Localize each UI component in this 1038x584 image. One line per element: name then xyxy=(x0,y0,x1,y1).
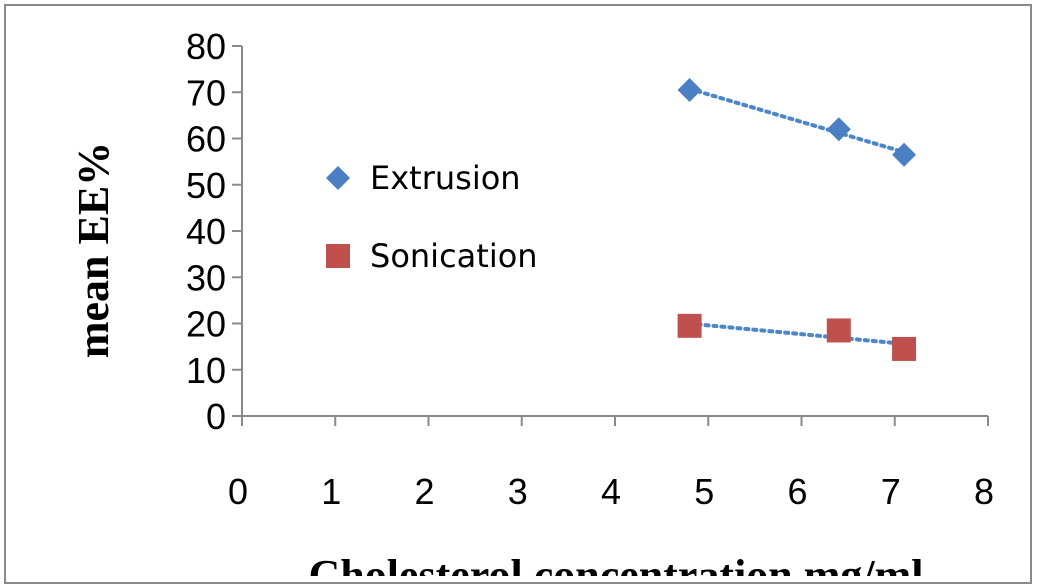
trendline-extrusion xyxy=(687,86,907,155)
data-point-extrusion xyxy=(826,117,851,142)
y-tick-label: 30 xyxy=(186,257,226,298)
y-tick-label: 80 xyxy=(186,26,226,67)
axes xyxy=(241,46,988,417)
y-tick-label: 10 xyxy=(186,350,226,391)
x-tick-label: 5 xyxy=(694,471,714,512)
y-tick-label: 40 xyxy=(186,211,226,252)
data-point-sonication xyxy=(677,313,702,338)
x-axis-label: Cholesterol concentration mg/ml xyxy=(308,551,923,576)
y-tick-label: 0 xyxy=(206,396,226,437)
y-tick-label: 20 xyxy=(186,304,226,345)
x-tick-label: 1 xyxy=(321,471,341,512)
data-point-extrusion xyxy=(892,142,917,167)
legend-marker-extrusion xyxy=(326,166,350,190)
data-point-sonication xyxy=(892,336,917,361)
x-tick-label: 0 xyxy=(228,471,248,512)
data-points xyxy=(677,77,917,361)
x-tick-label: 6 xyxy=(787,471,807,512)
data-point-extrusion xyxy=(677,77,702,102)
y-tick-label: 70 xyxy=(186,72,226,113)
x-tick-label: 2 xyxy=(414,471,434,512)
trendlines xyxy=(687,86,907,346)
x-tick-label: 8 xyxy=(974,471,994,512)
x-tick-label: 3 xyxy=(508,471,528,512)
x-tick-label: 7 xyxy=(881,471,901,512)
legend-label-extrusion: Extrusion xyxy=(370,159,521,197)
y-ticks: 0 10 20 30 40 50 60 70 80 xyxy=(186,26,242,437)
y-tick-label: 60 xyxy=(186,119,226,160)
x-ticks: 0 1 2 3 4 5 6 7 8 xyxy=(228,416,994,512)
legend: Extrusion Sonication xyxy=(326,159,538,275)
data-point-sonication xyxy=(826,318,851,343)
legend-label-sonication: Sonication xyxy=(370,237,538,275)
legend-marker-sonication xyxy=(326,244,350,268)
trendline-sonication xyxy=(687,321,907,346)
y-axis-label: mean EE% xyxy=(69,142,118,358)
y-tick-label: 50 xyxy=(186,165,226,206)
x-tick-label: 4 xyxy=(601,471,621,512)
